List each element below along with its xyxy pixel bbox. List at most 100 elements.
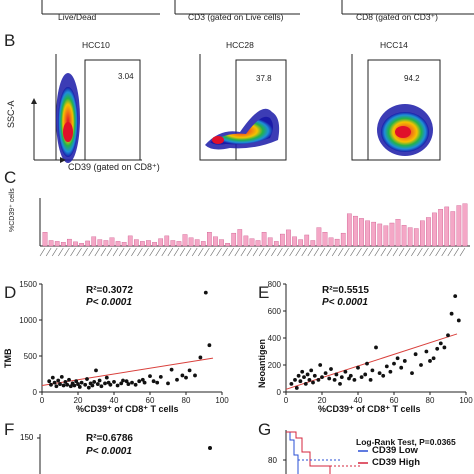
panel-d-point [151, 379, 156, 384]
panel-c-xtick [331, 247, 338, 257]
panel-e-point [431, 356, 436, 361]
panel-d-point [56, 378, 61, 383]
panel-c-bar [346, 213, 352, 247]
panel-d-point [115, 383, 120, 388]
panel-c-xtick [94, 247, 101, 257]
panel-c-bar [438, 209, 443, 247]
panel-c-bar [140, 241, 145, 247]
panel-d-point [108, 382, 113, 387]
panel-e-point [329, 367, 333, 371]
panel-e-point [435, 346, 440, 351]
panel-b-label: B [4, 31, 16, 50]
panel-e-point [438, 341, 443, 346]
panel-e-point [289, 382, 294, 386]
panel-d-point [86, 385, 91, 390]
panel-c-bar [158, 238, 164, 247]
panel-c-xtick [411, 247, 417, 257]
panel-c-bar [389, 222, 395, 247]
panel-c-bar [304, 234, 310, 247]
panel-e-point [316, 377, 321, 382]
panel-d-point [140, 377, 145, 382]
panel-a-xlabel-2: CD3 (gated on Live cells) [188, 12, 284, 22]
panel-c-bar [310, 240, 316, 247]
panel-c-bar [413, 228, 419, 247]
panel-b-title-1: HCC10 [82, 40, 110, 50]
panel-e-point [365, 361, 369, 366]
panel-g-ytick-80: 80 [268, 456, 277, 465]
panel-c-bar [60, 242, 66, 247]
panel-d-point [92, 380, 97, 384]
panel-c-bar [255, 240, 261, 247]
panel-c-xtick [198, 247, 204, 257]
panel-d-point [65, 382, 70, 387]
panel-d-point [112, 380, 116, 384]
panel-e-point [327, 376, 332, 381]
panel-c-xtick [350, 247, 356, 257]
panel-c-xtick [319, 247, 326, 257]
panel-c-xtick [447, 247, 454, 257]
panel-c-xtick [404, 247, 411, 257]
panel-c-bar [207, 232, 212, 247]
panel-d-label: D [4, 283, 17, 302]
flow-plot-hcc14 [351, 54, 441, 161]
panel-e-xtick-label: 40 [354, 396, 363, 405]
panel-c-xtick [417, 247, 423, 257]
panel-d-point [63, 380, 68, 384]
panel-c-bar [456, 205, 462, 247]
panel-d-point [61, 383, 66, 388]
panel-c-bar [231, 232, 237, 247]
panel-e-point [402, 359, 407, 363]
panel-e-point [294, 386, 299, 390]
panel-e-point [332, 377, 337, 382]
panel-e-point [446, 333, 450, 338]
panel-c-xtick [441, 247, 447, 257]
panel-d-point [94, 368, 98, 373]
panel-d-point [58, 382, 62, 386]
panel-c-xtick [210, 247, 216, 257]
panel-c-bar [85, 240, 90, 247]
panel-c-xtick [356, 247, 362, 257]
panel-d-point [169, 367, 174, 372]
panel-c-bar [176, 241, 182, 247]
panel-c-bar [407, 227, 413, 247]
panel-e-point [343, 369, 348, 374]
panel-e-ytick-label: 800 [268, 280, 282, 289]
panel-c-xtick [173, 247, 180, 257]
panel-e-point [334, 372, 339, 377]
panel-d-point [158, 374, 163, 379]
panel-d-point [68, 384, 73, 389]
panel-c-xtick [283, 247, 289, 257]
panel-c-xtick [58, 247, 64, 257]
panel-c-xtick [161, 247, 168, 257]
panel-e-point [399, 365, 404, 370]
panel-c-xtick [167, 247, 174, 257]
panel-d-point [104, 375, 109, 380]
panel-c-xtick [271, 247, 277, 257]
panel-c-bar [200, 241, 206, 247]
panel-e-point [348, 373, 353, 378]
panel-c-xtick [246, 247, 253, 257]
panel-d-point [74, 379, 79, 384]
panel-e-point [309, 368, 314, 373]
panel-c-bar-chart [39, 198, 470, 257]
panel-c-xtick [149, 247, 155, 257]
panel-d-trend-line [41, 357, 214, 387]
panel-c-xtick [295, 247, 301, 257]
panel-c-xtick [222, 247, 228, 257]
panel-c-xtick [191, 247, 198, 257]
panel-c-xtick [423, 247, 429, 257]
panel-d-point [52, 380, 57, 385]
panel-c-bar [97, 239, 103, 247]
panel-e-ytick-label: 200 [268, 361, 282, 370]
panel-c-xtick [374, 247, 381, 257]
panel-d-point [137, 379, 142, 384]
panel-e-point [368, 377, 373, 382]
panel-e-point [392, 361, 396, 366]
panel-f-point [208, 446, 212, 450]
panel-d-xlabel: %CD39⁺ of CD8⁺ T cells [76, 404, 179, 414]
flow-plot-hcc28 [199, 54, 287, 161]
panel-e-point [303, 382, 308, 386]
panel-d-point [72, 383, 77, 388]
panel-e-point [293, 377, 297, 382]
